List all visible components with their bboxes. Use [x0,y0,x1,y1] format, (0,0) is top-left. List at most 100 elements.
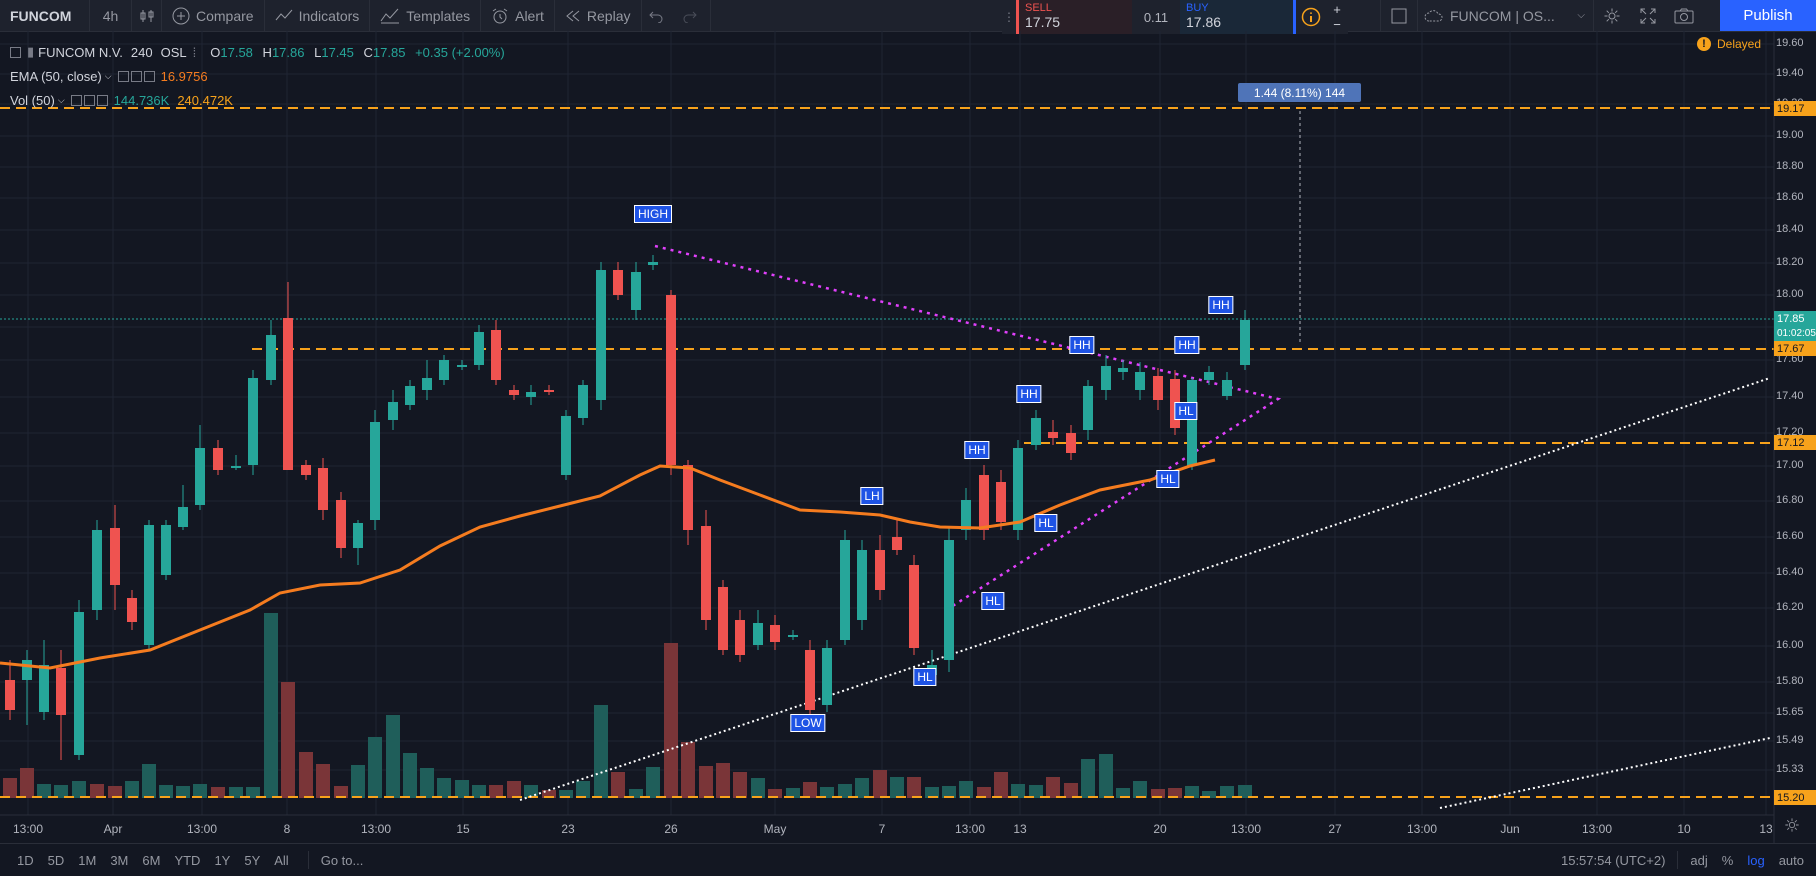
info-button[interactable] [1296,0,1326,34]
replay-button[interactable]: Replay [555,0,642,31]
collapse-icon[interactable] [10,46,21,58]
minus-icon[interactable]: − [1333,17,1341,32]
gear-icon[interactable] [130,71,142,82]
range-button[interactable]: 5D [47,852,65,868]
range-button[interactable]: 6M [142,852,161,868]
close-icon[interactable] [143,71,155,82]
hl-label[interactable]: HL [981,592,1005,610]
indicators-label: Indicators [298,7,360,24]
drag-handle-icon[interactable]: ⋮ [1002,0,1016,34]
settings-button[interactable] [1593,0,1630,31]
time-axis-label: Jun [1500,822,1520,836]
hl-label[interactable]: HL [1034,514,1058,532]
candle-body [753,623,763,645]
hh-label[interactable]: HH [964,441,990,459]
candle [161,520,171,580]
indicator-actions[interactable] [117,71,155,82]
candle [770,615,780,650]
layout-name-button[interactable]: FUNCOM | OS... ⌵ [1417,0,1593,31]
bottom-toolbar: 1D 5D 1M 3M 6M YTD 1Y 5Y All Go to... 15:57:54 (… [0,843,1816,876]
redo-button[interactable] [676,0,711,31]
buy-label: BUY [1186,2,1209,14]
low-label[interactable]: LOW [790,714,826,732]
hl-label[interactable]: HL [1156,470,1180,488]
dots-icon[interactable]: ⁞ [192,44,197,60]
price-axis-label: 16.80 [1776,494,1804,506]
range-button[interactable]: 5Y [244,852,261,868]
support-trendline[interactable] [519,377,1771,801]
layout-select-button[interactable] [1380,0,1417,31]
hh-label[interactable]: HH [1016,385,1042,403]
percent-toggle[interactable]: % [1721,852,1734,868]
interval-button[interactable]: 4h [90,0,132,31]
plus-icon[interactable]: + [1333,2,1341,17]
candle [1066,425,1076,460]
snapshot-button[interactable] [1666,0,1702,31]
ema-line[interactable] [0,458,1216,670]
fullscreen-icon [1640,8,1656,23]
eye-icon[interactable] [70,95,82,106]
publish-button[interactable]: Publish [1720,0,1816,31]
range-button[interactable]: YTD [174,852,201,868]
close-icon[interactable] [96,95,108,106]
sell-button[interactable]: SELL 17.75 [1016,0,1132,34]
compare-button[interactable]: Compare [162,0,265,31]
time-axis-label: 7 [878,822,886,836]
volume-legend[interactable]: Vol (50) ⌵ 144.736K 240.472K [10,93,233,108]
candle [1135,362,1145,400]
candle-body [788,635,798,637]
adj-toggle[interactable]: adj [1690,852,1708,868]
log-toggle[interactable]: log [1747,852,1765,868]
indicators-button[interactable]: Indicators [265,0,371,31]
volume-bar [646,767,660,798]
volume-bar [54,785,68,798]
buy-price: 17.86 [1186,14,1222,30]
delayed-badge[interactable]: ! Delayed [1697,37,1761,51]
candle [1153,368,1163,410]
chart-style-button[interactable] [132,0,162,31]
hh-label[interactable]: HH [1174,336,1200,354]
candle [596,262,606,410]
hh-label[interactable]: HH [1208,296,1234,314]
triangle-pattern[interactable] [654,244,1282,609]
candle [509,385,519,400]
undo-button[interactable] [642,0,676,31]
gear-icon[interactable] [83,95,95,106]
volume-bar [299,752,313,798]
hl-label[interactable]: HL [1174,402,1198,420]
goto-button[interactable]: Go to... [320,852,364,868]
symbol-search[interactable]: FUNCOM [0,0,90,31]
candle-body [56,668,66,715]
templates-button[interactable]: Templates [370,0,482,31]
hl-label[interactable]: HL [913,668,937,686]
high-label[interactable]: HIGH [634,205,672,223]
auto-toggle[interactable]: auto [1778,852,1804,868]
candle-body [178,507,188,527]
quantity-stepper[interactable]: + − [1326,0,1348,34]
indicator-actions[interactable] [70,95,108,106]
fullscreen-button[interactable] [1630,0,1666,31]
ema-legend[interactable]: EMA (50, close) ⌵ 16.9756 [10,69,208,84]
hh-label[interactable]: HH [1069,336,1095,354]
buy-button[interactable]: BUY 17.86 [1180,0,1296,34]
candle-body [1101,366,1111,390]
range-button[interactable]: All [274,852,289,868]
range-button[interactable]: 1M [78,852,97,868]
eye-icon[interactable] [117,71,129,82]
volume-bar [890,777,904,798]
range-button[interactable]: 1Y [214,852,231,868]
axis-settings-button[interactable] [1784,817,1800,838]
lh-label[interactable]: LH [860,487,884,505]
cloud-icon [1424,9,1443,21]
alert-button[interactable]: Alert [481,0,555,31]
price-tag-19-17: 19.17 [1774,101,1816,116]
volume-bar [994,772,1008,798]
lower-trendline[interactable] [1439,737,1771,809]
candle-body [1153,376,1163,400]
range-button[interactable]: 3M [110,852,129,868]
time-axis-label: 15 [456,822,470,836]
measure-label[interactable]: 1.44 (8.11%) 144 [1238,83,1361,102]
range-button[interactable]: 1D [17,852,34,868]
price-axis-label: 17.60 [1776,353,1804,365]
